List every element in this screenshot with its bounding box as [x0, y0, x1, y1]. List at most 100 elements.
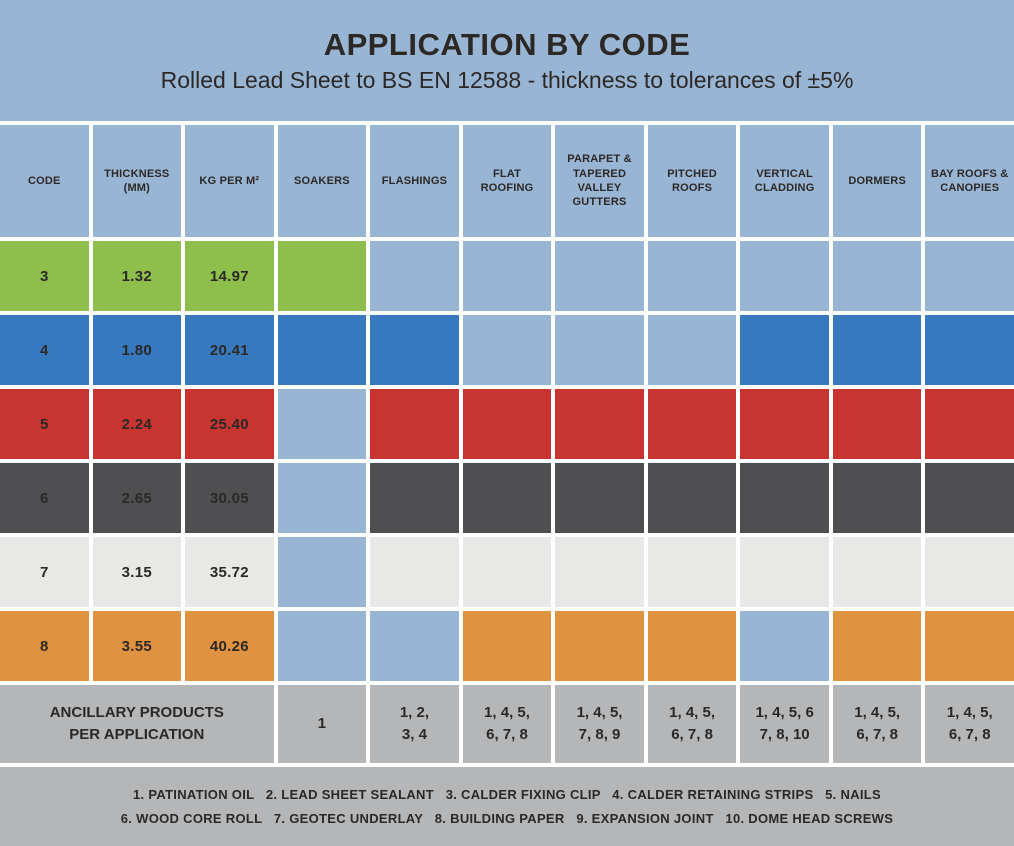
legend-line-1: 1. PATINATION OIL 2. LEAD SHEET SEALANT …: [132, 787, 882, 802]
column-header-soakers: SOAKERS: [277, 125, 367, 237]
application-cell: [277, 315, 367, 385]
thickness-cell: 1.80: [92, 315, 182, 385]
thickness-cell: 3.55: [92, 611, 182, 681]
application-cell: [647, 463, 737, 533]
application-cell: [555, 241, 644, 311]
application-cell: [555, 389, 644, 459]
code-cell: 3: [0, 241, 89, 311]
kg-cell: 25.40: [185, 389, 274, 459]
ancillary-cell-soakers: 1: [277, 685, 367, 763]
application-cell: [370, 241, 459, 311]
kg-cell: 20.41: [185, 315, 274, 385]
thickness-cell: 1.32: [92, 241, 182, 311]
application-cell: [370, 537, 459, 607]
application-cell: [555, 315, 644, 385]
application-cell: [740, 537, 829, 607]
table-row: 3 1.32 14.97: [0, 241, 1014, 311]
code-cell: 8: [0, 611, 89, 681]
code-cell: 6: [0, 463, 89, 533]
application-cell: [647, 389, 737, 459]
page-title: APPLICATION BY CODE: [323, 27, 691, 62]
table-row: 6 2.65 30.05: [0, 463, 1014, 533]
application-cell: [647, 611, 737, 681]
table-row: 7 3.15 35.72: [0, 537, 1014, 607]
application-cell: [277, 389, 367, 459]
application-cell: [370, 315, 459, 385]
application-cell: [740, 241, 829, 311]
application-cell: [462, 611, 552, 681]
kg-cell: 40.26: [185, 611, 274, 681]
column-header-parapet-gutters: PARAPET & TAPERED VALLEY GUTTERS: [555, 125, 644, 237]
application-cell: [462, 315, 552, 385]
column-header-vertical-cladding: VERTICAL CLADDING: [740, 125, 829, 237]
application-cell: [370, 463, 459, 533]
ancillary-cell-vertical-cladding: 1, 4, 5, 6 7, 8, 10: [740, 685, 829, 763]
application-cell: [555, 611, 644, 681]
column-header-kg: KG PER M²: [185, 125, 274, 237]
application-cell: [925, 611, 1014, 681]
application-cell: [462, 241, 552, 311]
page-subtitle: Rolled Lead Sheet to BS EN 12588 - thick…: [160, 67, 854, 93]
code-cell: 7: [0, 537, 89, 607]
application-cell: [832, 389, 922, 459]
application-cell: [740, 611, 829, 681]
code-cell: 4: [0, 315, 89, 385]
kg-cell: 35.72: [185, 537, 274, 607]
title-band: APPLICATION BY CODE Rolled Lead Sheet to…: [0, 0, 1014, 121]
application-cell: [740, 315, 829, 385]
thickness-cell: 2.65: [92, 463, 182, 533]
application-cell: [555, 463, 644, 533]
application-cell: [925, 463, 1014, 533]
application-cell: [832, 611, 922, 681]
thickness-cell: 2.24: [92, 389, 182, 459]
column-header-bay-roofs: BAY ROOFS & CANOPIES: [925, 125, 1014, 237]
application-cell: [370, 611, 459, 681]
application-cell: [647, 241, 737, 311]
application-cell: [462, 537, 552, 607]
ancillary-cell-bay-roofs: 1, 4, 5, 6, 7, 8: [925, 685, 1014, 763]
column-header-thickness: THICKNESS (MM): [92, 125, 182, 237]
table-row: 8 3.55 40.26: [0, 611, 1014, 681]
application-cell: [832, 241, 922, 311]
application-cell: [832, 537, 922, 607]
ancillary-cell-pitched-roofs: 1, 4, 5, 6, 7, 8: [647, 685, 737, 763]
application-cell: [925, 241, 1014, 311]
application-cell: [277, 241, 367, 311]
table-header-row: CODE THICKNESS (MM) KG PER M² SOAKERS FL…: [0, 125, 1014, 237]
legend-band: 1. PATINATION OIL 2. LEAD SHEET SEALANT …: [0, 767, 1014, 846]
application-cell: [925, 315, 1014, 385]
application-cell: [555, 537, 644, 607]
application-cell: [462, 463, 552, 533]
table-row: 4 1.80 20.41: [0, 315, 1014, 385]
ancillary-cell-dormers: 1, 4, 5, 6, 7, 8: [832, 685, 922, 763]
ancillary-cell-parapet-gutters: 1, 4, 5, 7, 8, 9: [555, 685, 644, 763]
column-header-flat-roofing: FLAT ROOFING: [462, 125, 552, 237]
application-cell: [647, 315, 737, 385]
application-cell: [647, 537, 737, 607]
application-cell: [277, 611, 367, 681]
ancillary-cell-flashings: 1, 2, 3, 4: [370, 685, 459, 763]
column-header-pitched-roofs: PITCHED ROOFS: [647, 125, 737, 237]
legend-line-2: 6. WOOD CORE ROLL 7. GEOTEC UNDERLAY 8. …: [120, 811, 894, 826]
application-cell: [277, 463, 367, 533]
thickness-cell: 3.15: [92, 537, 182, 607]
ancillary-cell-flat-roofing: 1, 4, 5, 6, 7, 8: [462, 685, 552, 763]
application-cell: [925, 537, 1014, 607]
application-cell: [740, 389, 829, 459]
column-header-flashings: FLASHINGS: [370, 125, 459, 237]
kg-cell: 30.05: [185, 463, 274, 533]
application-cell: [832, 463, 922, 533]
application-cell: [462, 389, 552, 459]
column-header-code: CODE: [0, 125, 89, 237]
application-cell: [277, 537, 367, 607]
application-cell: [370, 389, 459, 459]
code-cell: 5: [0, 389, 89, 459]
column-header-dormers: DORMERS: [832, 125, 922, 237]
ancillary-row: ANCILLARY PRODUCTS PER APPLICATION 1 1, …: [0, 685, 1014, 763]
kg-cell: 14.97: [185, 241, 274, 311]
ancillary-label: ANCILLARY PRODUCTS PER APPLICATION: [0, 685, 274, 763]
table-row: 5 2.24 25.40: [0, 389, 1014, 459]
application-cell: [740, 463, 829, 533]
application-cell: [832, 315, 922, 385]
